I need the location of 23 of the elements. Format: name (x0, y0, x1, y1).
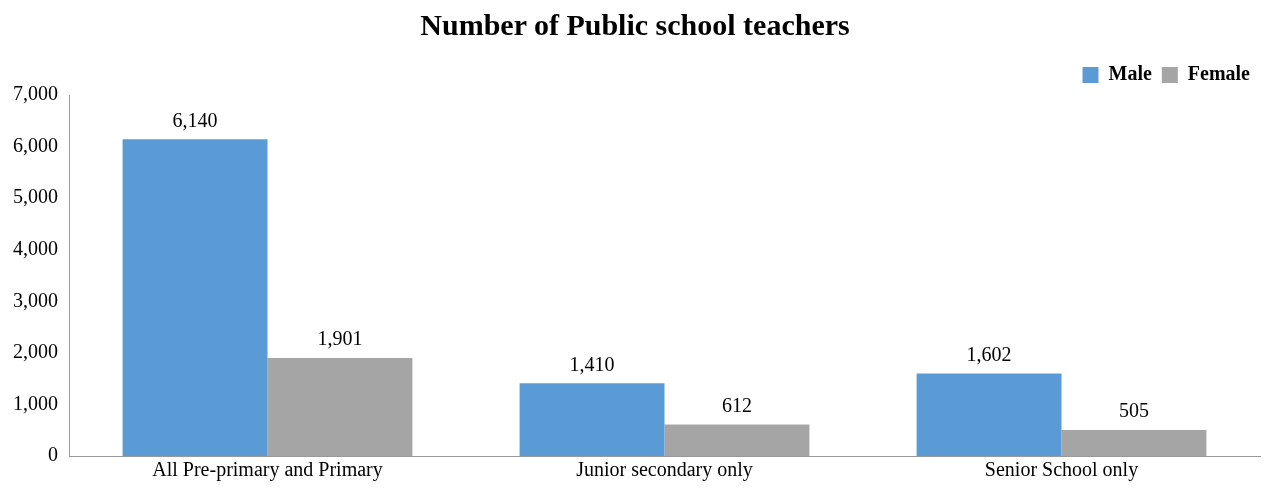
x-tick-label: All Pre-primary and Primary (152, 458, 383, 482)
y-tick-label: 3,000 (13, 288, 58, 311)
data-label: 612 (721, 393, 752, 416)
y-tick-label: 5,000 (13, 185, 58, 208)
legend-label: Female (1187, 62, 1251, 85)
y-tick-label: 1,000 (13, 391, 58, 414)
data-label: 1,410 (569, 352, 615, 375)
x-tick-label: Junior secondary only (576, 458, 753, 482)
y-tick-label: 6,000 (13, 133, 58, 156)
x-tick-label: Senior School only (984, 458, 1139, 482)
bar (519, 383, 665, 456)
legend-label: Male (1108, 62, 1152, 85)
chart-title: Number of Public school teachers (420, 7, 850, 41)
bar (122, 139, 268, 456)
y-tick-label: 4,000 (13, 236, 58, 259)
y-tick-label: 2,000 (13, 340, 58, 363)
data-label: 1,602 (966, 342, 1012, 365)
data-label: 6,140 (172, 108, 218, 131)
data-label: 1,901 (317, 327, 363, 350)
y-tick-label: 0 (48, 443, 58, 466)
y-tick-label: 7,000 (13, 82, 58, 105)
data-label: 505 (1118, 399, 1149, 422)
bar (916, 373, 1062, 456)
